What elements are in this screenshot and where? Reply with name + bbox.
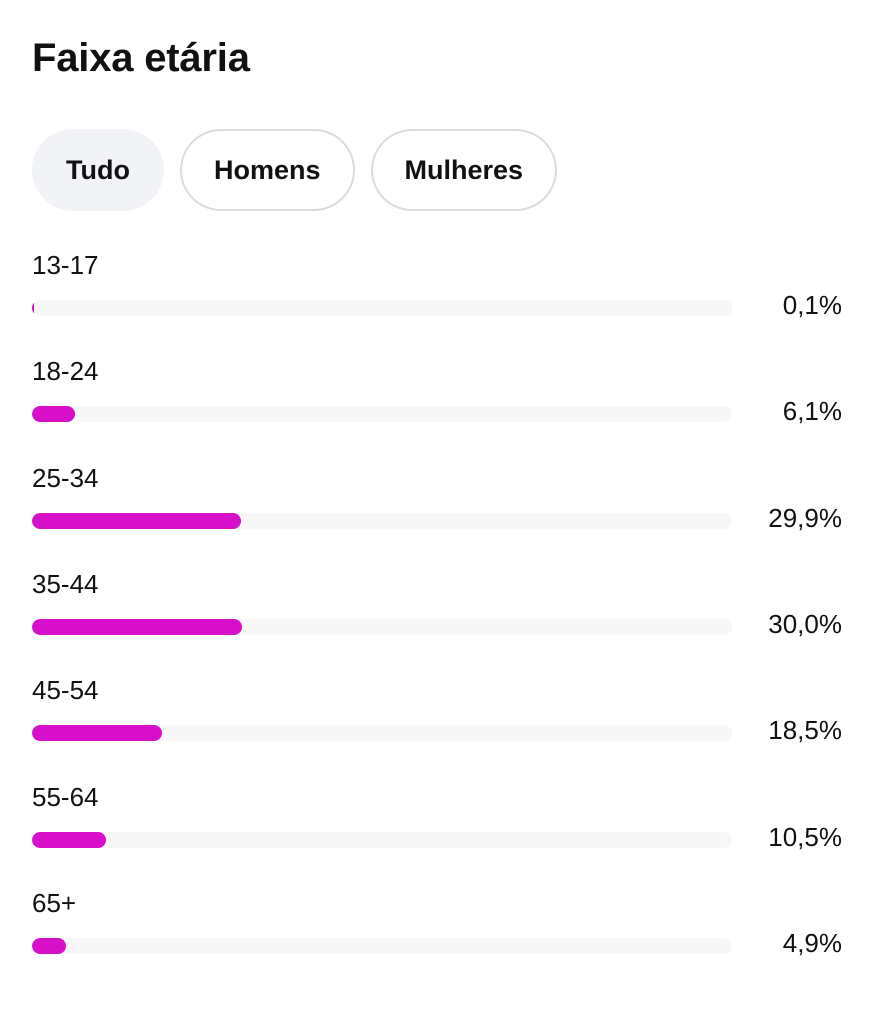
age-range-bar-track — [32, 831, 732, 848]
age-range-bar — [32, 831, 106, 848]
age-range-label: 25-34 — [32, 462, 99, 493]
age-range-bar — [32, 406, 75, 423]
age-range-row: 13-17 0,1% — [0, 249, 876, 339]
gender-filter-group: Tudo Homens Mulheres — [32, 129, 558, 211]
age-range-bar — [32, 725, 162, 742]
age-range-bar-track — [32, 300, 732, 316]
age-range-bar — [32, 618, 242, 635]
age-range-bar-track — [32, 725, 732, 742]
age-range-percentage: 29,9% — [768, 502, 842, 533]
filter-homens-button[interactable]: Homens — [179, 129, 355, 211]
age-range-label: 35-44 — [32, 568, 99, 599]
filter-mulheres-button[interactable]: Mulheres — [370, 129, 558, 211]
age-range-bar-track — [32, 512, 732, 529]
page-title: Faixa etária — [32, 36, 250, 80]
age-range-percentage: 0,1% — [782, 290, 842, 320]
age-range-label: 13-17 — [32, 250, 99, 280]
age-range-bar — [32, 300, 34, 316]
age-range-bar-track — [32, 406, 732, 423]
age-range-label: 55-64 — [32, 781, 99, 812]
age-range-bar-track — [32, 937, 732, 954]
age-range-percentage: 6,1% — [782, 396, 842, 427]
age-range-row: 55-64 10,5% — [0, 781, 876, 871]
filter-tudo-button[interactable]: Tudo — [32, 129, 164, 211]
age-range-row: 18-24 6,1% — [0, 355, 876, 445]
age-range-row: 45-54 18,5% — [0, 674, 876, 764]
age-range-percentage: 30,0% — [768, 608, 842, 639]
age-range-bar-track — [32, 618, 732, 635]
age-range-label: 45-54 — [32, 675, 99, 706]
age-range-row: 35-44 30,0% — [0, 568, 876, 658]
age-range-percentage: 10,5% — [768, 821, 842, 852]
age-range-row: 25-34 29,9% — [0, 462, 876, 552]
age-range-bar — [32, 512, 242, 529]
age-range-row: 65+ 4,9% — [0, 887, 876, 977]
age-range-percentage: 18,5% — [768, 715, 842, 746]
age-range-bar — [32, 937, 67, 954]
age-range-label: 65+ — [32, 887, 77, 918]
age-range-percentage: 4,9% — [782, 927, 842, 958]
age-range-label: 18-24 — [32, 356, 99, 387]
